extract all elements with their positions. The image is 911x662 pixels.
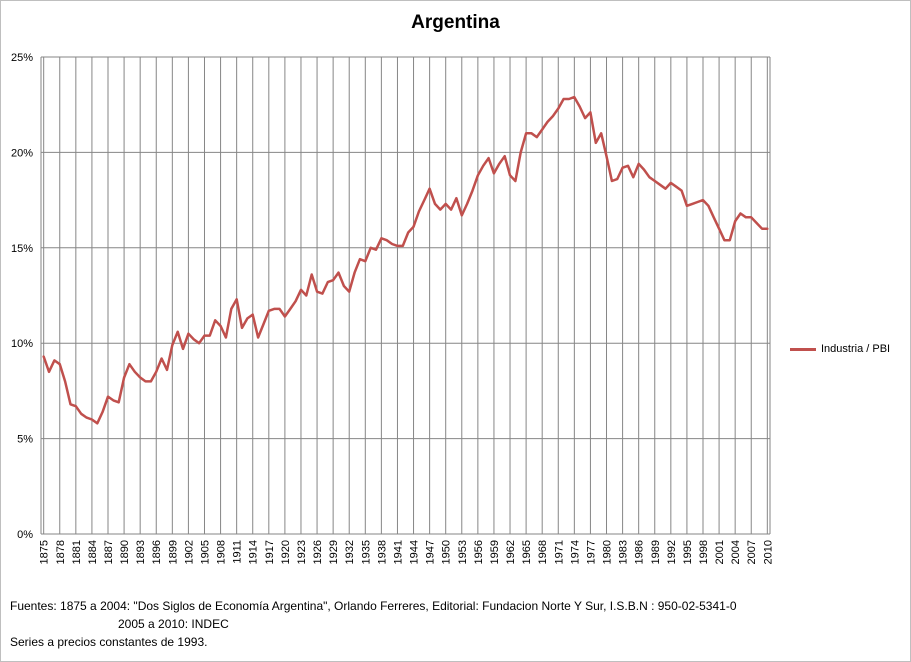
x-tick-label: 1923 bbox=[296, 540, 308, 564]
x-tick-label: 1920 bbox=[280, 540, 292, 564]
y-tick-label: 0% bbox=[17, 529, 33, 541]
x-tick-label: 1902 bbox=[183, 540, 195, 564]
x-tick-label: 2001 bbox=[714, 540, 726, 564]
x-tick-label: 1938 bbox=[376, 540, 388, 564]
x-tick-label: 2007 bbox=[746, 540, 758, 564]
x-tick-label: 1956 bbox=[473, 540, 485, 564]
x-tick-label: 1884 bbox=[87, 540, 99, 564]
x-tick-label: 1989 bbox=[650, 540, 662, 564]
x-tick-label: 1941 bbox=[392, 540, 404, 564]
x-tick-label: 1896 bbox=[151, 540, 163, 564]
x-tick-label: 1983 bbox=[618, 540, 630, 564]
y-tick-label: 20% bbox=[11, 147, 33, 159]
x-tick-label: 1926 bbox=[312, 540, 324, 564]
x-tick-label: 1899 bbox=[167, 540, 179, 564]
x-tick-label: 1965 bbox=[521, 540, 533, 564]
x-tick-label: 1893 bbox=[135, 540, 147, 564]
x-tick-label: 2010 bbox=[762, 540, 774, 564]
x-tick-label: 1986 bbox=[634, 540, 646, 564]
footnote-indec: 2005 a 2010: INDEC bbox=[118, 617, 229, 631]
x-tick-label: 1935 bbox=[360, 540, 372, 564]
x-tick-label: 1953 bbox=[457, 540, 469, 564]
x-tick-label: 1944 bbox=[409, 540, 421, 564]
series-line bbox=[42, 95, 769, 425]
x-tick-label: 1908 bbox=[216, 540, 228, 564]
x-tick-label: 1911 bbox=[232, 540, 244, 564]
legend: Industria / PBI bbox=[790, 343, 890, 355]
x-tick-label: 1932 bbox=[344, 540, 356, 564]
x-tick-label: 1947 bbox=[425, 540, 437, 564]
y-tick-label: 25% bbox=[11, 52, 33, 64]
x-tick-label: 1887 bbox=[103, 540, 115, 564]
x-tick-label: 1962 bbox=[505, 540, 517, 564]
x-tick-label: 1875 bbox=[39, 540, 51, 564]
x-tick-label: 1971 bbox=[553, 540, 565, 564]
x-tick-label: 1992 bbox=[666, 540, 678, 564]
x-tick-label: 1968 bbox=[537, 540, 549, 564]
x-tick-label: 1878 bbox=[55, 540, 67, 564]
footnote: Fuentes: 1875 a 2004: "Dos Siglos de Eco… bbox=[10, 597, 737, 651]
footnote-sources: Fuentes: 1875 a 2004: "Dos Siglos de Eco… bbox=[10, 599, 737, 613]
x-tick-label: 1995 bbox=[682, 540, 694, 564]
x-tick-label: 1905 bbox=[199, 540, 211, 564]
x-tick-label: 1980 bbox=[602, 540, 614, 564]
legend-label: Industria / PBI bbox=[821, 343, 891, 355]
y-tick-label: 5% bbox=[17, 434, 33, 446]
x-tick-label: 1881 bbox=[71, 540, 83, 564]
x-tick-label: 1959 bbox=[489, 540, 501, 564]
x-tick-label: 1890 bbox=[119, 540, 131, 564]
x-tick-label: 1974 bbox=[569, 540, 581, 564]
chart-title: Argentina bbox=[411, 12, 500, 33]
x-tick-label: 1914 bbox=[248, 540, 260, 564]
legend-swatch bbox=[790, 347, 816, 351]
x-tick-label: 1998 bbox=[698, 540, 710, 564]
x-tick-label: 1977 bbox=[585, 540, 597, 564]
x-tick-label: 1917 bbox=[264, 540, 276, 564]
y-tick-label: 15% bbox=[11, 243, 33, 255]
footnote-series-note: Series a precios constantes de 1993. bbox=[10, 635, 208, 649]
x-tick-label: 1929 bbox=[328, 540, 340, 564]
y-tick-label: 10% bbox=[11, 338, 33, 350]
x-tick-label: 1950 bbox=[441, 540, 453, 564]
x-tick-label: 2004 bbox=[730, 540, 742, 564]
